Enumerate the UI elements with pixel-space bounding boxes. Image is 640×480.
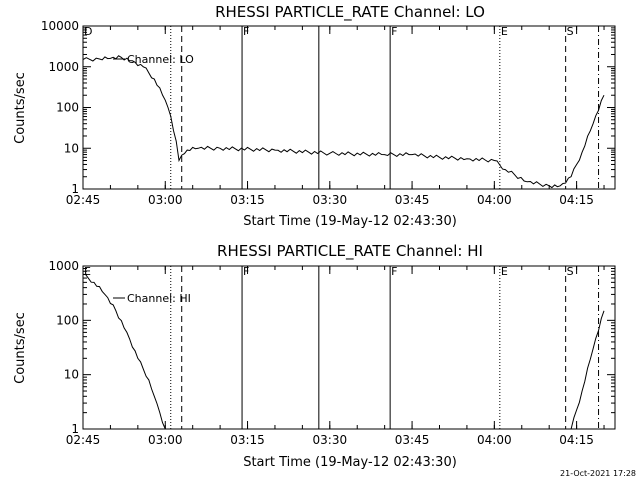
y-tick-label: 1 [71,182,79,196]
x-axis-label-hi: Start Time (19-May-12 02:43:30) [243,455,457,470]
y-tick-label: 1000 [48,259,79,273]
x-tick-label: 03:15 [230,433,265,447]
x-tick-label: 03:45 [395,433,430,447]
x-tick-label: 03:00 [148,193,183,207]
y-tick-label: 10000 [41,19,79,33]
event-label: E [501,265,508,278]
x-tick-label: 03:30 [313,433,348,447]
x-tick-label: 04:15 [559,193,594,207]
plot-frame-hi [82,265,616,430]
x-tick-label: 03:45 [395,193,430,207]
x-axis-label-lo: Start Time (19-May-12 02:43:30) [243,214,457,229]
panel-lo: RHESSI PARTICLE_RATE Channel: LO Start T… [13,3,616,229]
event-label: F [391,265,397,278]
footer-date: 21-Oct-2021 17:28 [560,469,636,478]
y-axis-label-hi: Counts/sec [13,312,28,384]
event-label: D [84,25,92,38]
chart-title-lo: RHESSI PARTICLE_RATE Channel: LO [215,3,485,22]
series-line-hi [82,273,605,430]
legend-label-hi: Channel: HI [127,292,191,305]
x-tick-label: 03:00 [148,433,183,447]
y-tick-label: 10 [64,368,79,382]
y-tick-label: 100 [56,313,79,327]
series-line-lo [82,55,605,189]
event-label: F [243,265,249,278]
x-tick-label: 03:30 [313,193,348,207]
x-tick-label: 02:45 [66,193,101,207]
x-tick-label: 03:15 [230,193,265,207]
x-tick-label: 04:00 [477,433,512,447]
y-tick-label: 1 [71,422,79,436]
y-tick-label: 100 [56,101,79,115]
event-label: E [84,265,91,278]
panel-hi: RHESSI PARTICLE_RATE Channel: HI Start T… [13,242,616,470]
x-tick-label: 02:45 [66,433,101,447]
y-tick-label: 10 [64,141,79,155]
event-label: S [567,265,574,278]
x-tick-label: 04:00 [477,193,512,207]
legend-label-lo: Channel: LO [127,53,194,66]
event-label: E [501,25,508,38]
y-axis-label-lo: Counts/sec [13,72,28,144]
event-label: F [391,25,397,38]
event-label: S [567,25,574,38]
chart-title-hi: RHESSI PARTICLE_RATE Channel: HI [217,242,483,261]
plot-frame-lo [82,25,616,190]
event-label: F [243,25,249,38]
x-tick-label: 04:15 [559,433,594,447]
y-tick-label: 1000 [48,60,79,74]
